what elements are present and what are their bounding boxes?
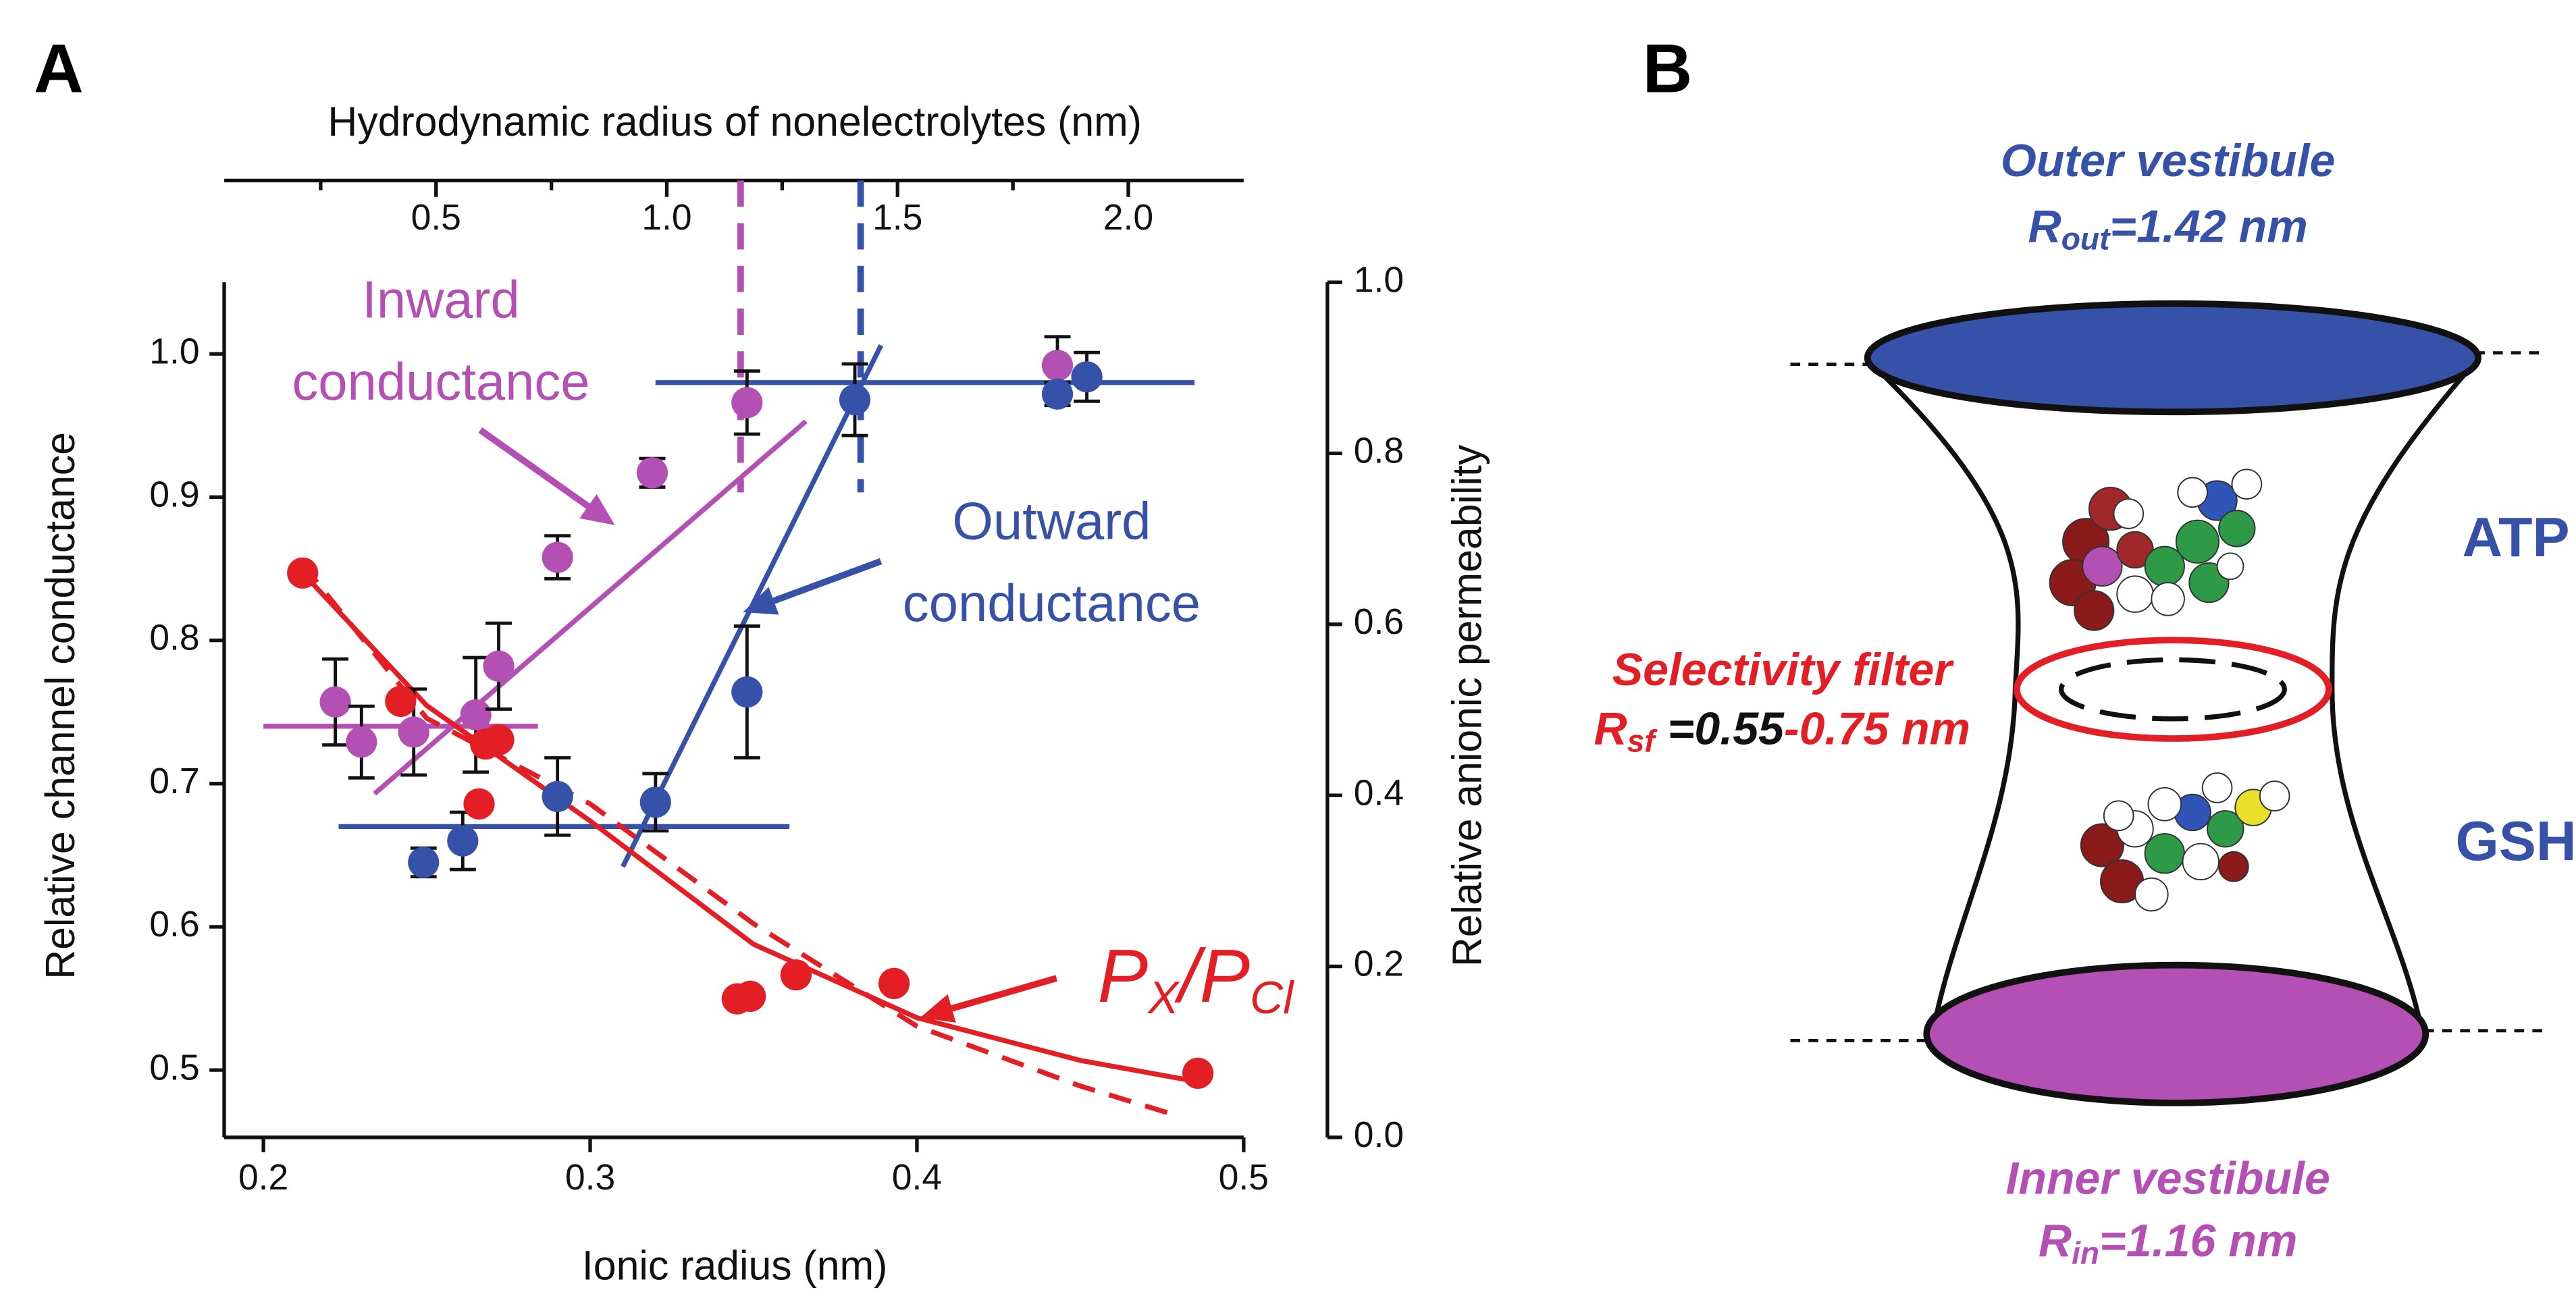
data-point — [460, 699, 492, 731]
filter-range — [2058, 657, 2287, 722]
y-tick-label: 0.9 — [149, 475, 199, 515]
data-point — [542, 541, 573, 573]
gsh-molecule — [2080, 772, 2290, 912]
data-point — [839, 384, 871, 416]
inner-title: Inner vestibule — [2005, 1152, 2330, 1204]
arrow-head — [920, 994, 956, 1023]
fit-line — [300, 571, 1199, 1085]
y2-tick-label: 0.2 — [1354, 944, 1404, 984]
y2-axis-title: Relative anionic permeability — [1444, 444, 1490, 967]
y-tick-label: 0.5 — [149, 1048, 199, 1088]
x-tick-label: 0.4 — [892, 1158, 942, 1198]
x2-tick-label: 1.5 — [872, 198, 922, 238]
data-point — [639, 786, 671, 818]
annotation-part: Cl — [1250, 972, 1294, 1023]
panel-label: B — [1643, 30, 1693, 107]
arrow-shaft — [478, 427, 590, 509]
data-point — [483, 650, 515, 682]
x-axis-title: Ionic radius (nm) — [582, 1242, 888, 1288]
y2-tick-label: 0.6 — [1354, 602, 1404, 642]
molecule-label: ATP — [2462, 506, 2569, 568]
data-point — [636, 457, 668, 489]
arrow-shaft — [951, 975, 1058, 1012]
data-point — [780, 959, 812, 991]
y-tick-label: 0.8 — [149, 618, 199, 658]
fit-line — [300, 562, 1180, 1119]
data-point — [447, 825, 479, 857]
pore-wall — [2330, 363, 2475, 1027]
filter-radius: Rsf =0.55-0.75 nm — [1594, 703, 1971, 758]
annotation: Inward — [362, 271, 520, 329]
x-tick-label: 0.2 — [238, 1158, 288, 1198]
x2-tick-label: 0.5 — [411, 198, 461, 238]
inner-vestibule — [1923, 961, 2429, 1106]
annotation: conductance — [903, 574, 1201, 633]
fit-line — [373, 419, 808, 796]
data-point — [463, 788, 495, 820]
y2-tick-label: 1.0 — [1354, 260, 1404, 300]
data-point — [1182, 1057, 1214, 1089]
y2-tick-label: 0.0 — [1354, 1115, 1404, 1155]
data-point — [731, 676, 763, 708]
data-point — [1041, 350, 1074, 381]
data-point — [878, 967, 910, 999]
inner-radius: Rin=1.16 nm — [2039, 1215, 2297, 1270]
data-point — [319, 686, 351, 718]
panel-label: A — [34, 30, 84, 107]
data-point — [385, 685, 417, 717]
arrow-head — [743, 587, 779, 615]
x2-tick-label: 1.0 — [641, 198, 691, 238]
x2-tick-label: 2.0 — [1103, 198, 1153, 238]
arrow-shaft — [772, 558, 883, 604]
x-tick-label: 0.5 — [1219, 1158, 1269, 1198]
y-tick-label: 0.7 — [149, 761, 199, 801]
outer-title: Outer vestibule — [2001, 135, 2335, 186]
annotation: Outward — [952, 493, 1151, 551]
annotation-part: P — [1200, 933, 1251, 1017]
data-point — [735, 980, 766, 1012]
data-point — [1071, 361, 1103, 393]
outer-vestibule — [1864, 300, 2482, 416]
selectivity-filter — [2014, 637, 2332, 742]
data-point — [287, 557, 319, 589]
annotation-part: X — [1147, 972, 1180, 1023]
x2-axis-title: Hydrodynamic radius of nonelectrolytes (… — [327, 99, 1142, 144]
y-tick-label: 0.6 — [149, 905, 199, 944]
x-tick-label: 0.3 — [565, 1158, 615, 1198]
y-tick-label: 1.0 — [149, 331, 199, 371]
annotation: conductance — [292, 353, 589, 411]
data-point — [346, 726, 377, 758]
annotation: PX/PCl — [1097, 933, 1294, 1023]
arrow-head — [579, 494, 615, 525]
data-point — [542, 780, 573, 812]
plot: 0.2 0.3 0.4 0.5 0.5 0.6 0.7 0.8 0.9 1.0 0.0 0.2 0.4 0… — [149, 178, 1404, 1198]
data-point — [398, 716, 429, 748]
pore-diagram — [1790, 300, 2546, 1106]
outer-radius: Rout=1.42 nm — [2028, 200, 2308, 256]
pore-wall — [1874, 365, 2021, 1031]
y2-tick-label: 0.4 — [1354, 773, 1404, 813]
annotation-part: P — [1097, 933, 1148, 1017]
molecule-label: GSH — [2456, 809, 2576, 872]
y-axis-title: Relative channel conductance — [37, 432, 83, 980]
data-point — [483, 724, 515, 755]
atp-molecule — [2049, 468, 2263, 631]
y2-tick-label: 0.8 — [1354, 431, 1404, 471]
data-point — [1041, 378, 1074, 410]
data-point — [731, 387, 763, 419]
filter-title: Selectivity filter — [1612, 644, 1955, 695]
data-point — [408, 847, 440, 878]
